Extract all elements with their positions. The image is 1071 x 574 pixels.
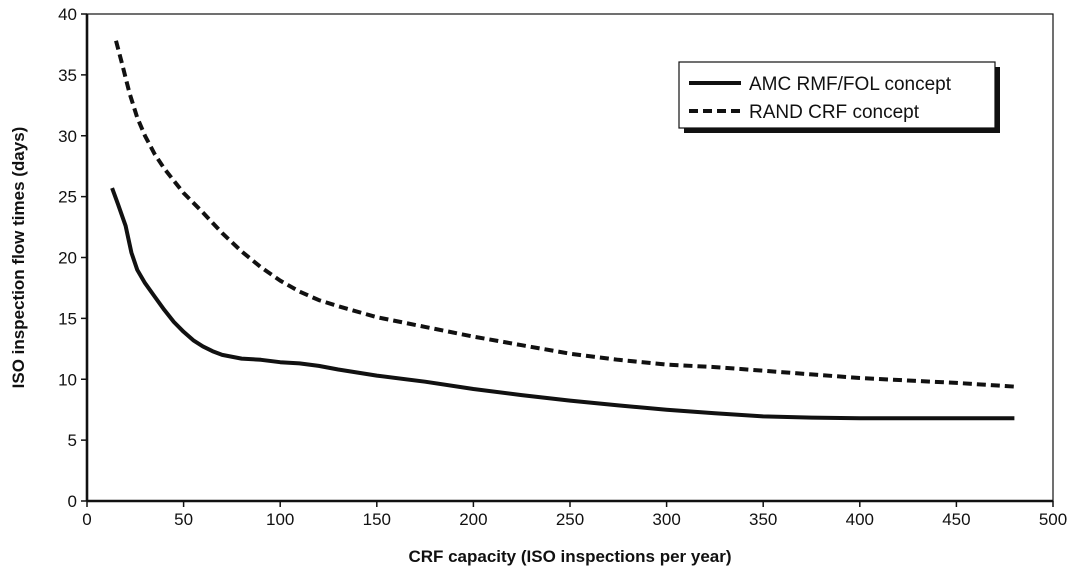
legend-label: RAND CRF concept (749, 102, 920, 123)
series-line-2 (114, 40, 1015, 389)
x-tick-label: 350 (749, 510, 777, 529)
x-tick-label: 0 (82, 510, 91, 529)
y-tick-label: 30 (58, 127, 77, 146)
x-tick-label: 250 (556, 510, 584, 529)
x-tick-label: 50 (174, 510, 193, 529)
series-line-1 (110, 187, 1015, 421)
legend-label: AMC RMF/FOL concept (749, 74, 952, 95)
x-tick-label: 450 (942, 510, 970, 529)
y-axis: 0 5 10 15 20 25 30 35 40 (58, 5, 87, 511)
x-tick-label: 150 (363, 510, 391, 529)
x-tick-label: 300 (652, 510, 680, 529)
x-tick-label: 200 (459, 510, 487, 529)
y-tick-label: 35 (58, 66, 77, 85)
y-tick-label: 15 (58, 309, 77, 328)
y-tick-label: 20 (58, 249, 77, 268)
x-tick-label: 500 (1039, 510, 1067, 529)
y-tick-label: 40 (58, 5, 77, 24)
x-axis: 0 50 100 150 200 250 300 350 400 450 500 (82, 501, 1067, 529)
x-tick-label: 400 (846, 510, 874, 529)
x-tick-label: 100 (266, 510, 294, 529)
y-tick-label: 5 (68, 431, 77, 450)
legend: AMC RMF/FOL concept RAND CRF concept (678, 61, 1000, 133)
y-tick-label: 25 (58, 188, 77, 207)
x-axis-title: CRF capacity (ISO inspections per year) (408, 547, 731, 566)
y-tick-label: 0 (68, 492, 77, 511)
series-layer (110, 40, 1015, 421)
y-axis-title: ISO inspection flow times (days) (9, 127, 28, 389)
y-tick-label: 10 (58, 370, 77, 389)
legend-box (678, 61, 996, 129)
